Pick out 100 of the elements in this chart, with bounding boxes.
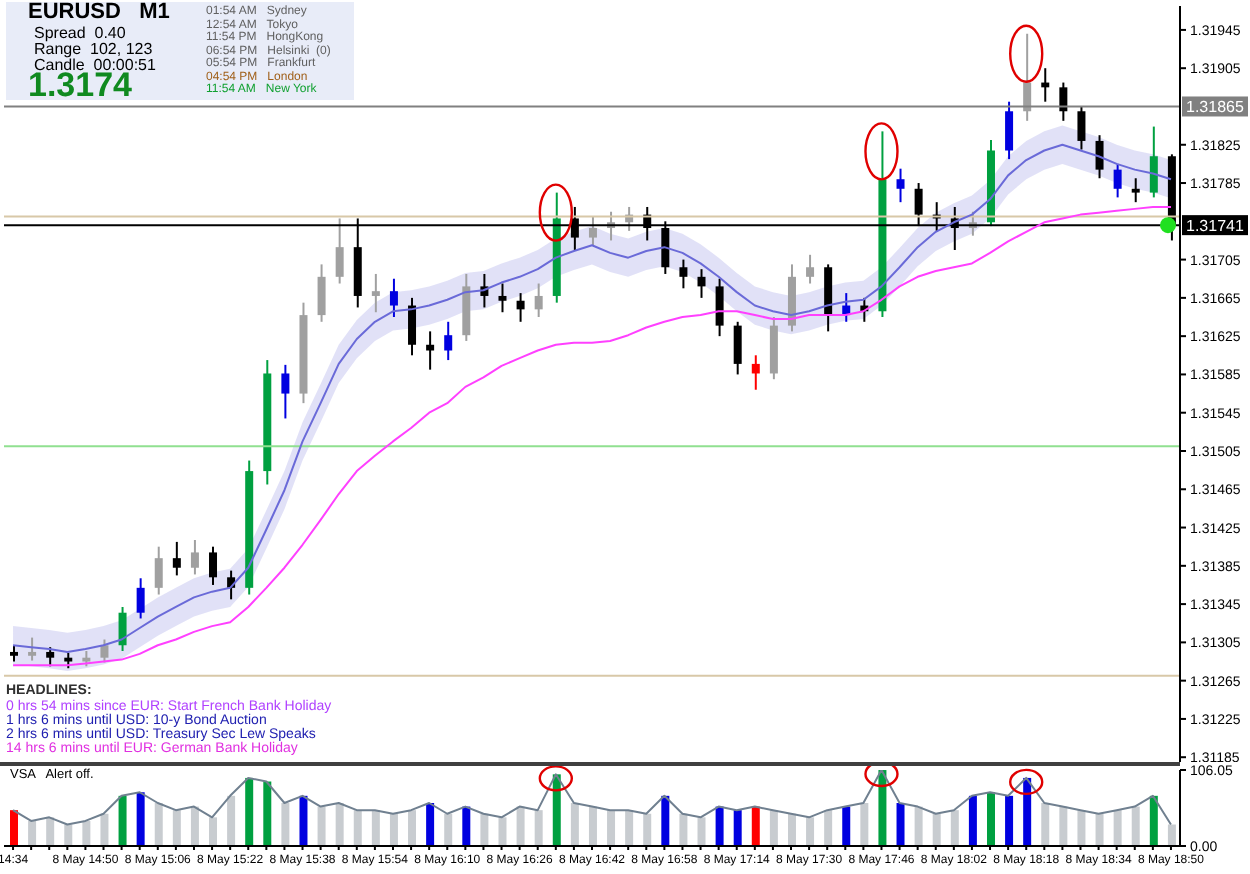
bar bbox=[263, 781, 272, 846]
candlestick bbox=[209, 545, 218, 586]
bar bbox=[570, 803, 579, 846]
bar bbox=[209, 817, 218, 846]
bar bbox=[769, 810, 778, 846]
bar bbox=[697, 817, 706, 846]
bar bbox=[607, 810, 616, 846]
bar bbox=[1005, 795, 1014, 846]
candlestick bbox=[733, 320, 742, 376]
candlestick bbox=[896, 167, 905, 204]
bar bbox=[281, 803, 290, 846]
annotation: EURUSD M1 bbox=[28, 0, 170, 24]
bar bbox=[733, 810, 742, 846]
candlestick bbox=[371, 272, 380, 314]
candlestick bbox=[679, 258, 688, 290]
candlestick bbox=[100, 638, 109, 664]
bar bbox=[552, 774, 561, 846]
bar bbox=[353, 810, 362, 846]
bar bbox=[480, 813, 489, 846]
bar bbox=[46, 817, 55, 846]
candlestick bbox=[172, 540, 181, 577]
bar bbox=[82, 820, 91, 846]
bar bbox=[787, 813, 796, 846]
bar bbox=[625, 810, 634, 846]
candlestick bbox=[136, 577, 145, 620]
candlestick bbox=[317, 263, 326, 323]
bar bbox=[534, 810, 543, 846]
bar bbox=[136, 792, 145, 846]
candlestick bbox=[1095, 134, 1104, 180]
bar bbox=[462, 806, 471, 846]
bar bbox=[860, 803, 869, 846]
bar bbox=[190, 806, 199, 846]
bar bbox=[588, 806, 597, 846]
bar bbox=[245, 777, 254, 846]
candlestick bbox=[769, 316, 778, 381]
candlestick bbox=[1113, 162, 1122, 199]
bar bbox=[227, 795, 236, 846]
bar bbox=[643, 813, 652, 846]
ref-line-label: 1.31865 bbox=[1186, 98, 1245, 117]
bar bbox=[154, 803, 163, 846]
bar bbox=[516, 806, 525, 846]
candlestick bbox=[1131, 177, 1140, 204]
candlestick bbox=[408, 296, 417, 357]
bar bbox=[1095, 813, 1104, 846]
bar bbox=[1041, 803, 1050, 846]
bar bbox=[932, 813, 941, 846]
bar bbox=[1077, 810, 1086, 846]
bar bbox=[444, 813, 453, 846]
annotation: Range 102, 123 bbox=[34, 40, 153, 58]
candlestick bbox=[588, 215, 597, 247]
candlestick bbox=[426, 330, 435, 371]
bar bbox=[986, 792, 995, 846]
candlestick bbox=[534, 282, 543, 319]
candlestick bbox=[1023, 32, 1032, 122]
bar bbox=[64, 824, 73, 846]
bar bbox=[1149, 795, 1158, 846]
bar bbox=[172, 810, 181, 846]
annotation: Spread 0.40 bbox=[34, 24, 126, 42]
bar bbox=[950, 810, 959, 846]
candlestick bbox=[118, 605, 127, 652]
candlestick bbox=[697, 268, 706, 299]
candlestick bbox=[806, 253, 815, 285]
candlestick bbox=[1077, 105, 1086, 151]
bar bbox=[751, 806, 760, 846]
candlestick bbox=[751, 354, 760, 391]
candlestick bbox=[516, 292, 525, 323]
candlestick bbox=[1149, 125, 1158, 199]
candlestick bbox=[498, 282, 507, 314]
candlestick bbox=[281, 363, 290, 420]
bar bbox=[661, 795, 670, 846]
bar bbox=[408, 810, 417, 846]
bar bbox=[498, 817, 507, 846]
candlestick bbox=[190, 538, 199, 576]
bar bbox=[806, 817, 815, 846]
bar bbox=[335, 803, 344, 846]
bar bbox=[299, 795, 308, 846]
candlestick bbox=[1059, 81, 1068, 122]
bar bbox=[968, 795, 977, 846]
bar bbox=[1113, 810, 1122, 846]
bar bbox=[28, 820, 37, 846]
bar bbox=[100, 813, 109, 846]
bar bbox=[715, 806, 724, 846]
bar bbox=[389, 813, 398, 846]
candlestick bbox=[444, 320, 453, 362]
bar bbox=[317, 806, 326, 846]
bar bbox=[896, 803, 905, 846]
bar bbox=[1167, 824, 1176, 846]
bar bbox=[426, 803, 435, 846]
candlestick bbox=[824, 263, 833, 333]
candlestick bbox=[1005, 100, 1014, 161]
candlestick bbox=[389, 277, 398, 319]
bar bbox=[1023, 777, 1032, 846]
ref-line-label: 1.31741 bbox=[1186, 217, 1245, 236]
annotation: Candle 00:00:51 bbox=[34, 56, 156, 74]
bar bbox=[842, 806, 851, 846]
candlestick bbox=[46, 646, 55, 668]
candlestick bbox=[154, 545, 163, 596]
bar bbox=[824, 810, 833, 846]
bar bbox=[1131, 806, 1140, 846]
candlestick bbox=[715, 277, 724, 338]
